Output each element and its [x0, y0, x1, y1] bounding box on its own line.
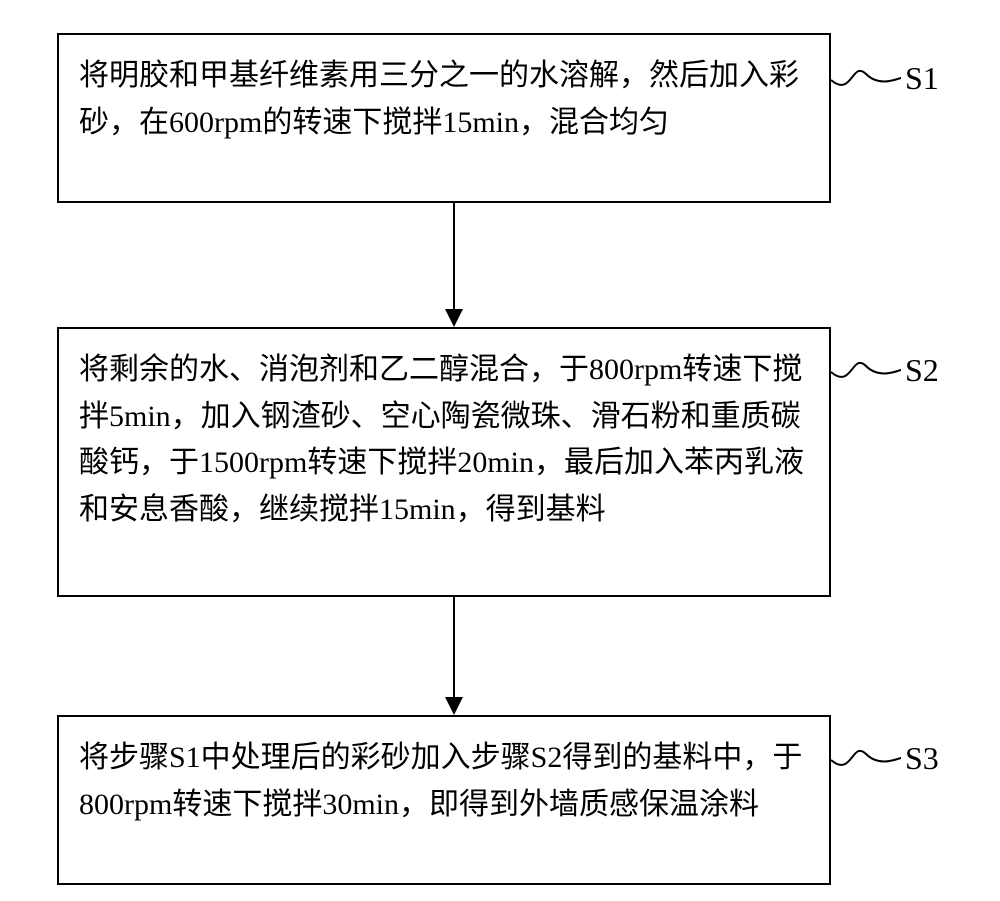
step-box-s1: 将明胶和甲基纤维素用三分之一的水溶解，然后加入彩砂，在600rpm的转速下搅拌1…: [57, 33, 831, 203]
step-label-s1: S1: [905, 60, 939, 97]
step-box-s2: 将剩余的水、消泡剂和乙二醇混合，于800rpm转速下搅拌5min，加入钢渣砂、空…: [57, 327, 831, 597]
arrow-s2-to-s3: [444, 597, 464, 715]
connector-s2: [831, 345, 905, 401]
step-box-s3: 将步骤S1中处理后的彩砂加入步骤S2得到的基料中，于800rpm转速下搅拌30m…: [57, 715, 831, 885]
arrow-s1-to-s2: [444, 203, 464, 327]
step-label-s3: S3: [905, 740, 939, 777]
arrow-line: [453, 203, 455, 311]
arrow-head-icon: [445, 309, 463, 327]
step-label-s2: S2: [905, 352, 939, 389]
arrow-head-icon: [445, 697, 463, 715]
connector-s3: [831, 733, 905, 789]
arrow-line: [453, 597, 455, 699]
connector-s1: [831, 53, 905, 109]
